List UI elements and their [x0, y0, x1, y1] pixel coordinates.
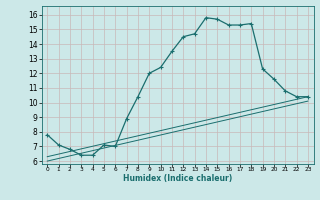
X-axis label: Humidex (Indice chaleur): Humidex (Indice chaleur) — [123, 174, 232, 183]
